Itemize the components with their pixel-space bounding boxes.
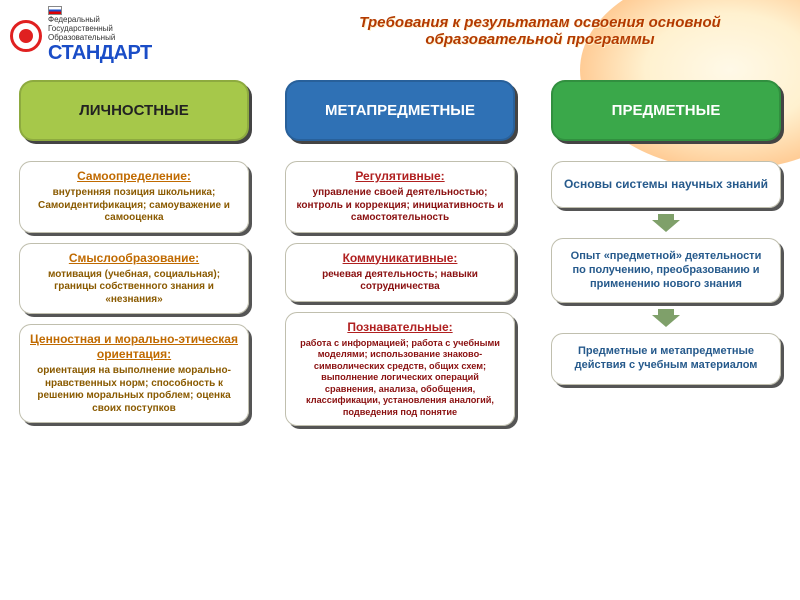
russian-flag-icon bbox=[48, 6, 62, 15]
header-meta: МЕТАПРЕДМЕТНЫЕ bbox=[285, 80, 515, 141]
card-body: Предметные и метапредметные действия с у… bbox=[563, 345, 769, 373]
card-body: Основы системы научных знаний bbox=[563, 177, 769, 192]
card-regulative: Регулятивные: управление своей деятельно… bbox=[285, 161, 515, 233]
columns-container: ЛИЧНОСТНЫЕ Самоопределение: внутренняя п… bbox=[10, 80, 790, 436]
card-heading: Самоопределение: bbox=[29, 169, 239, 184]
arrow-down-icon bbox=[652, 315, 680, 327]
card-body: управление своей деятельностью; контроль… bbox=[295, 187, 505, 225]
header-subject: ПРЕДМЕТНЫЕ bbox=[551, 80, 781, 141]
card-self-determination: Самоопределение: внутренняя позиция школ… bbox=[19, 161, 249, 233]
column-meta: МЕТАПРЕДМЕТНЫЕ Регулятивные: управление … bbox=[276, 80, 524, 436]
card-subject-experience: Опыт «предметной» деятельности по получе… bbox=[551, 238, 781, 303]
card-body: речевая деятельность; навыки сотрудничес… bbox=[295, 269, 505, 294]
column-personal: ЛИЧНОСТНЫЕ Самоопределение: внутренняя п… bbox=[10, 80, 258, 436]
logo-mark-icon bbox=[10, 20, 42, 52]
card-heading: Регулятивные: bbox=[295, 169, 505, 184]
card-body: работа с информацией; работа с учебными … bbox=[295, 338, 505, 419]
header-personal: ЛИЧНОСТНЫЕ bbox=[19, 80, 249, 141]
card-body: Опыт «предметной» деятельности по получе… bbox=[563, 250, 769, 291]
card-communicative: Коммуникативные: речевая деятельность; н… bbox=[285, 243, 515, 302]
logo-brand: СТАНДАРТ bbox=[48, 42, 152, 65]
card-ethics: Ценностная и морально-этическая ориентац… bbox=[19, 324, 249, 423]
logo-block: Федеральный Государственный Образователь… bbox=[10, 6, 152, 65]
card-heading: Познавательные: bbox=[295, 320, 505, 335]
card-heading: Коммуникативные: bbox=[295, 251, 505, 266]
logo-text-3: Образовательный bbox=[48, 34, 152, 43]
card-heading: Ценностная и морально-этическая ориентац… bbox=[29, 332, 239, 362]
card-body: мотивация (учебная, социальная); границы… bbox=[29, 269, 239, 307]
card-meaning: Смыслообразование: мотивация (учебная, с… bbox=[19, 243, 249, 315]
card-subject-actions: Предметные и метапредметные действия с у… bbox=[551, 333, 781, 385]
card-science-basis: Основы системы научных знаний bbox=[551, 161, 781, 208]
card-cognitive: Познавательные: работа с информацией; ра… bbox=[285, 312, 515, 427]
card-heading: Смыслообразование: bbox=[29, 251, 239, 266]
page-title: Требования к результатам освоения основн… bbox=[300, 14, 780, 48]
card-body: ориентация на выполнение морально-нравст… bbox=[29, 365, 239, 415]
card-body: внутренняя позиция школьника; Самоиденти… bbox=[29, 187, 239, 225]
arrow-down-icon bbox=[652, 220, 680, 232]
column-subject: ПРЕДМЕТНЫЕ Основы системы научных знаний… bbox=[542, 80, 790, 436]
